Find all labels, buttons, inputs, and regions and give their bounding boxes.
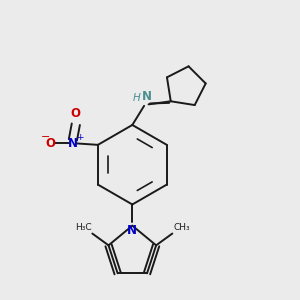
Text: N: N: [68, 137, 78, 150]
Text: O: O: [71, 107, 81, 120]
Text: CH₃: CH₃: [173, 223, 190, 232]
Text: +: +: [76, 133, 83, 142]
Text: O: O: [46, 137, 56, 150]
Text: H₃C: H₃C: [75, 223, 92, 232]
Text: N: N: [127, 224, 137, 238]
Text: H: H: [133, 94, 141, 103]
Text: N: N: [142, 91, 152, 103]
Text: −: −: [41, 132, 50, 142]
